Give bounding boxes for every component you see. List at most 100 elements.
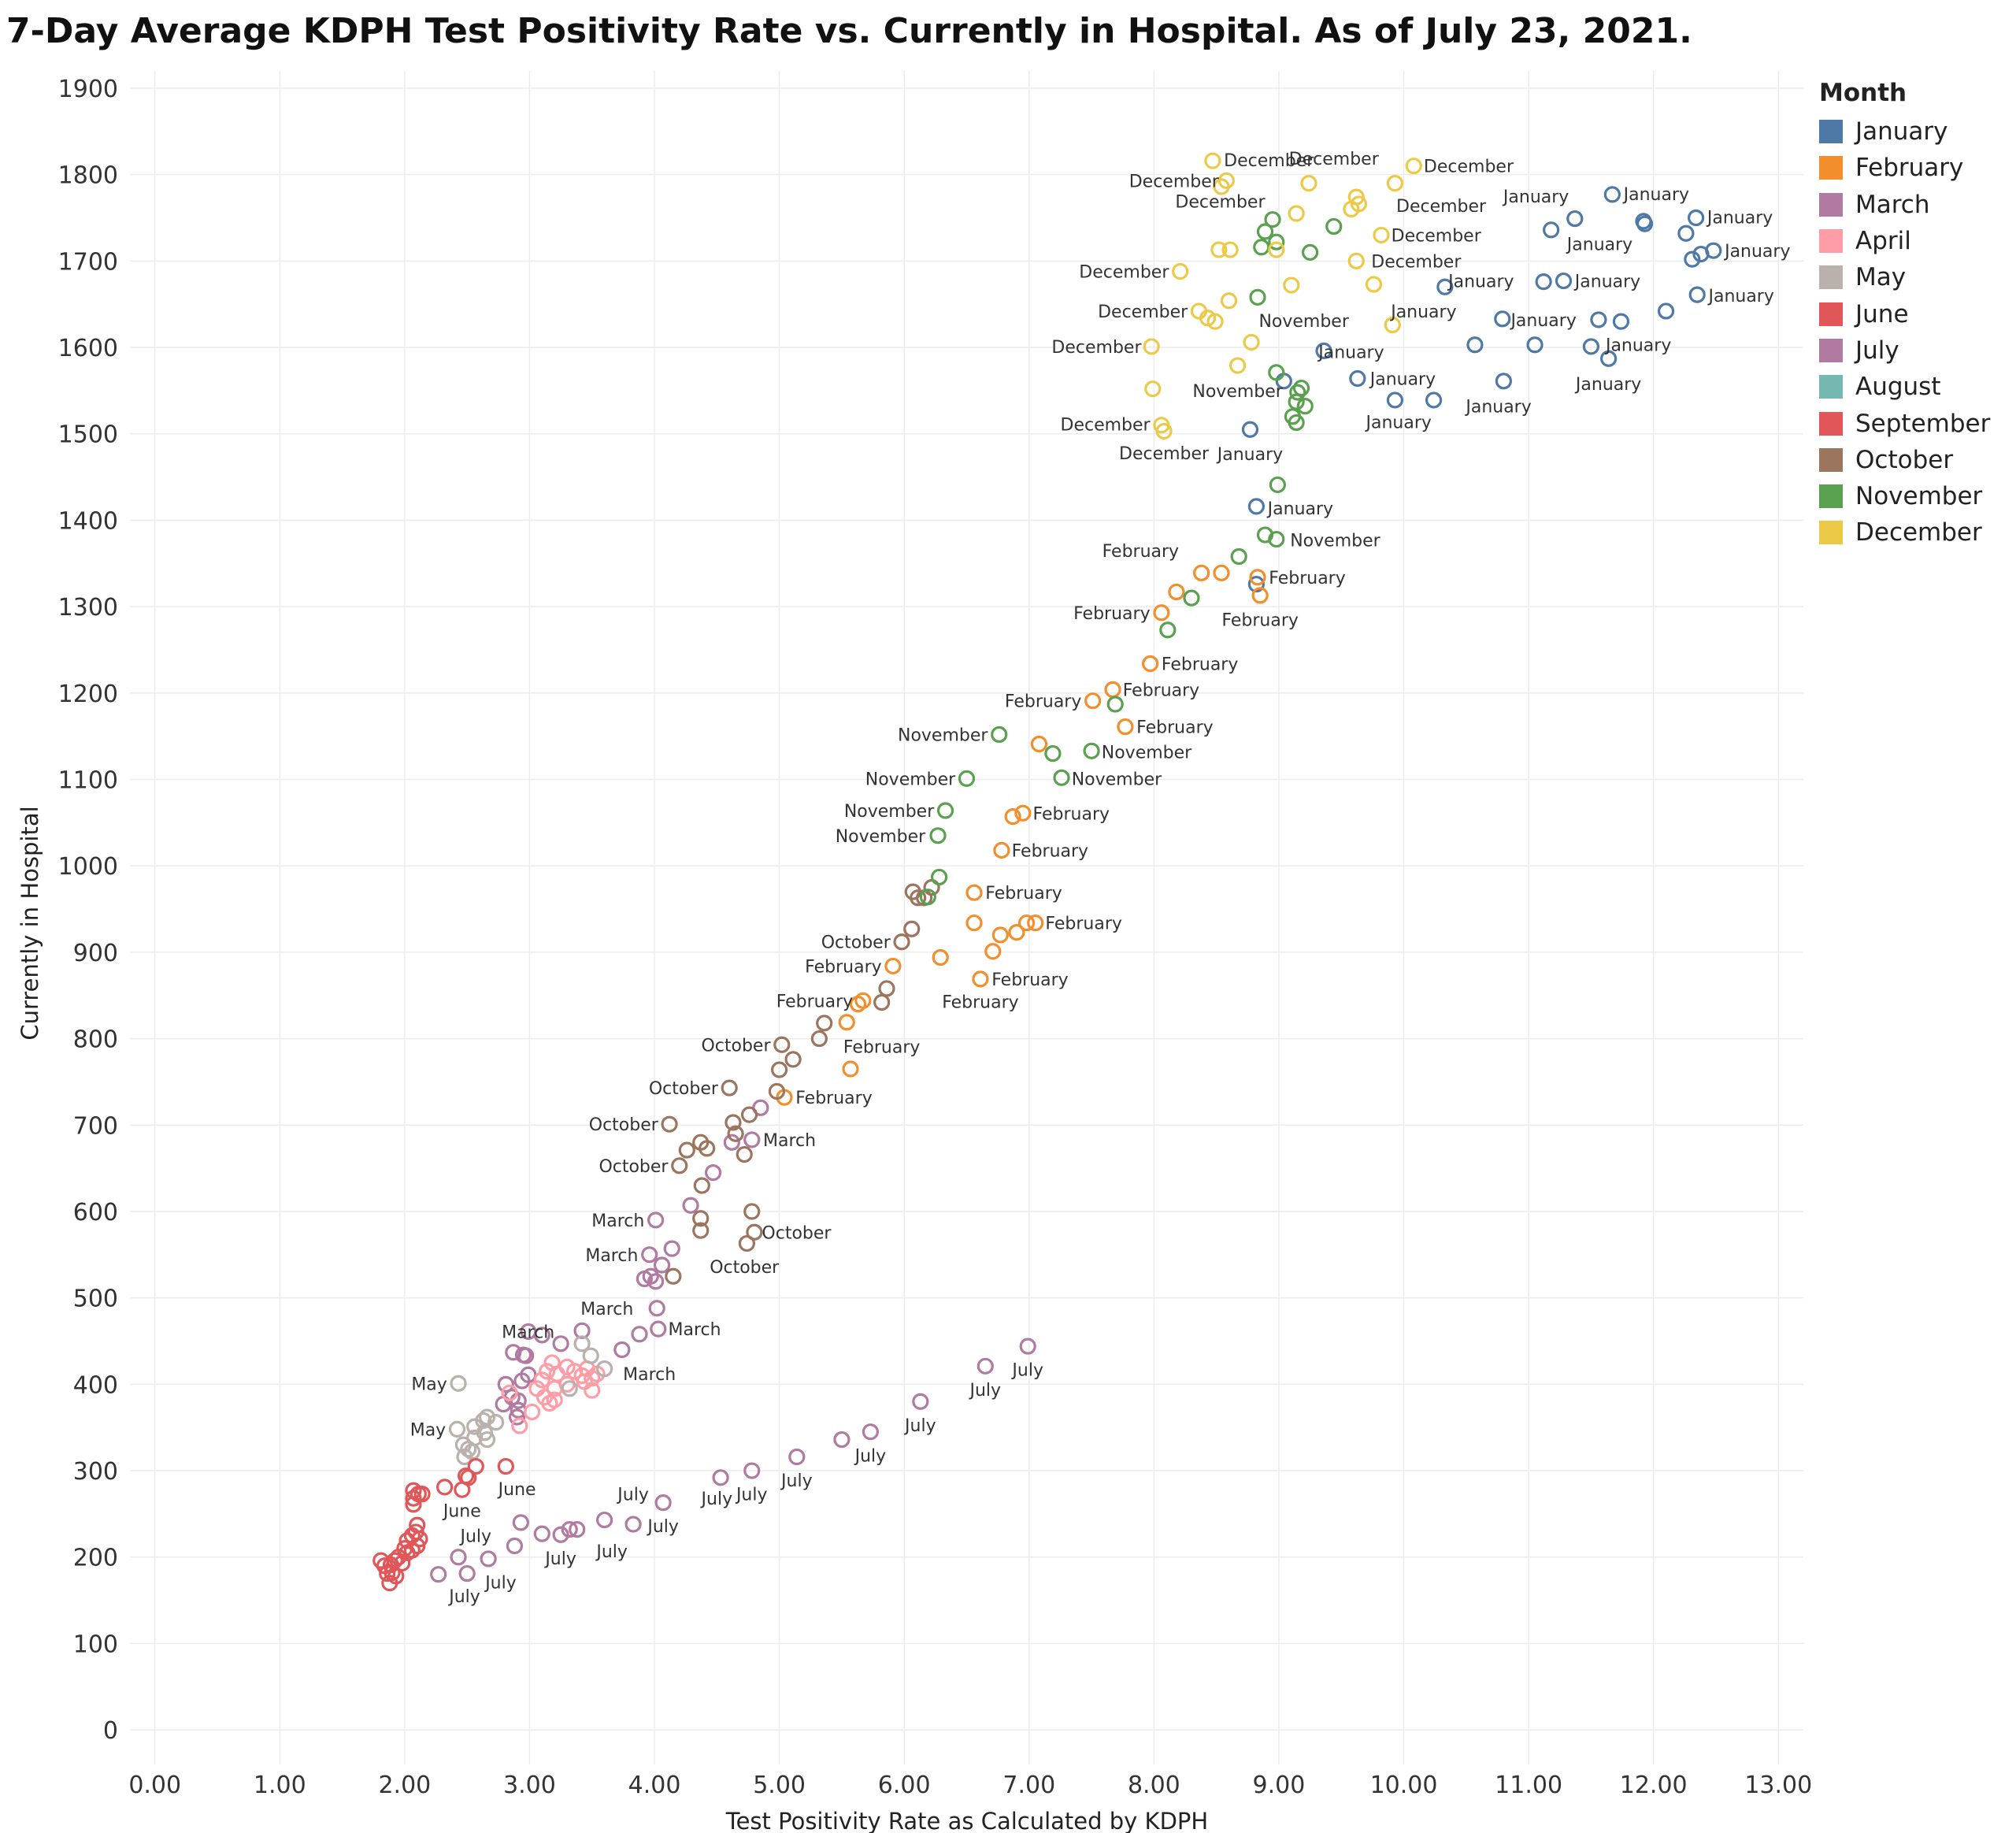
data-point: [381, 1575, 398, 1592]
data-point: [1612, 313, 1630, 330]
data-point: [1153, 604, 1170, 622]
data-point: [596, 1360, 613, 1378]
data-point: [648, 1300, 665, 1317]
data-point: [1684, 250, 1701, 268]
point-label: February: [985, 884, 1062, 904]
data-point: [1268, 530, 1285, 548]
data-point: [693, 1177, 710, 1194]
legend-item-february[interactable]: February: [1819, 150, 1990, 186]
data-point: [561, 1521, 578, 1538]
point-label: December: [1079, 262, 1169, 282]
point-label: February: [1162, 655, 1239, 675]
y-tick-label: 1300: [58, 594, 118, 622]
data-point: [454, 1481, 471, 1498]
series-december: [1143, 152, 1422, 440]
data-point: [405, 1490, 422, 1507]
data-point: [1289, 384, 1306, 401]
data-point: [647, 1211, 665, 1229]
data-point: [624, 1516, 642, 1533]
data-point: [965, 884, 983, 901]
legend-label: July: [1855, 336, 1899, 365]
point-label: January: [1566, 235, 1632, 254]
data-point: [1241, 421, 1259, 438]
data-point: [771, 1061, 788, 1078]
data-point: [692, 1222, 710, 1239]
data-points: [372, 152, 1722, 1592]
x-tick-label: 11.00: [1495, 1772, 1562, 1799]
data-point: [1221, 241, 1239, 258]
point-label: March: [580, 1300, 633, 1319]
point-label: February: [805, 957, 882, 977]
data-point: [467, 1457, 484, 1475]
data-point: [517, 1347, 535, 1364]
legend-swatch: [1819, 521, 1843, 545]
point-label: March: [502, 1323, 554, 1342]
point-label: July: [458, 1527, 491, 1546]
data-point: [1636, 215, 1654, 232]
y-tick-label: 400: [73, 1371, 118, 1399]
series-may: [448, 1335, 613, 1466]
legend-item-july[interactable]: July: [1819, 332, 1990, 369]
point-label: February: [1045, 915, 1122, 934]
point-label: December: [1289, 150, 1380, 169]
data-point: [511, 1417, 528, 1434]
data-point: [513, 1372, 531, 1390]
x-tick-label: 3.00: [503, 1772, 556, 1799]
data-point: [430, 1566, 447, 1583]
data-point: [678, 1141, 695, 1159]
data-point: [910, 889, 927, 907]
data-point: [1256, 223, 1274, 240]
point-label: July: [700, 1490, 733, 1509]
point-label: November: [1258, 312, 1349, 332]
data-point: [661, 1115, 678, 1133]
data-point: [1384, 316, 1401, 334]
data-point: [1283, 276, 1300, 294]
point-label: January: [1604, 336, 1671, 356]
data-point: [1019, 1338, 1036, 1355]
legend-item-january[interactable]: January: [1819, 113, 1990, 150]
legend-item-september[interactable]: September: [1819, 405, 1990, 441]
legend-item-october[interactable]: October: [1819, 442, 1990, 478]
legend-item-august[interactable]: August: [1819, 369, 1990, 405]
point-label: July: [1010, 1361, 1043, 1381]
data-point: [573, 1335, 591, 1352]
data-point: [912, 1393, 929, 1410]
data-point: [1566, 210, 1584, 228]
data-point: [436, 1479, 454, 1496]
data-point: [1343, 200, 1360, 218]
legend-label: June: [1855, 299, 1909, 328]
data-point: [1600, 350, 1618, 367]
legend-item-march[interactable]: March: [1819, 187, 1990, 223]
x-tick-label: 0.00: [128, 1772, 181, 1799]
data-point: [1247, 575, 1266, 593]
data-point: [1268, 364, 1285, 381]
point-label: February: [1123, 681, 1200, 700]
point-label: November: [844, 802, 935, 822]
legend-item-may[interactable]: May: [1819, 259, 1990, 295]
data-point: [965, 914, 983, 932]
point-label: July: [735, 1486, 768, 1505]
x-tick-label: 4.00: [628, 1772, 681, 1799]
legend-item-april[interactable]: April: [1819, 223, 1990, 259]
data-point: [816, 1015, 833, 1032]
data-point: [1325, 217, 1343, 236]
point-label: January: [1622, 185, 1689, 205]
data-point: [1168, 583, 1185, 601]
point-label: July: [595, 1542, 628, 1562]
data-point: [1349, 369, 1366, 388]
x-axis-ticks: 0.00 1.00 2.00 3.00 4.00 5.00 6.00 7.00 8.00 9.00…: [128, 1772, 1812, 1799]
data-point: [1155, 422, 1173, 440]
x-tick-label: 13.00: [1744, 1772, 1812, 1799]
data-point: [893, 933, 910, 951]
legend-label: March: [1855, 190, 1930, 219]
legend-item-november[interactable]: November: [1819, 478, 1990, 514]
data-point: [1104, 681, 1121, 699]
legend-item-december[interactable]: December: [1819, 514, 1990, 551]
legend-swatch: [1819, 120, 1843, 144]
point-label: January: [1723, 242, 1790, 262]
data-point: [773, 1036, 791, 1053]
point-label: February: [1136, 718, 1214, 738]
legend-item-june[interactable]: June: [1819, 295, 1990, 332]
data-point: [1288, 393, 1305, 410]
